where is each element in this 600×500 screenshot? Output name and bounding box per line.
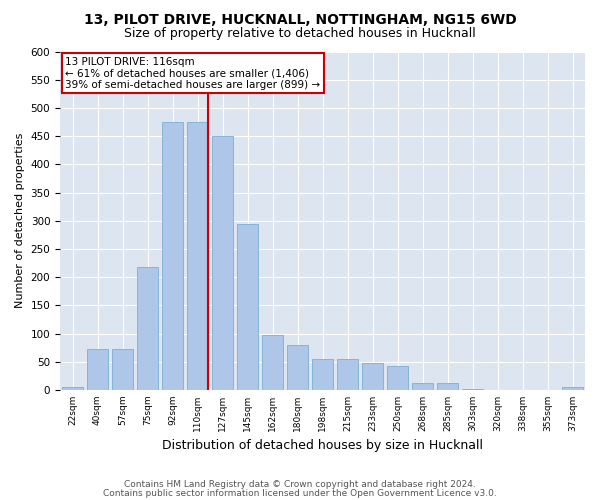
X-axis label: Distribution of detached houses by size in Hucknall: Distribution of detached houses by size …: [162, 440, 483, 452]
Text: 13 PILOT DRIVE: 116sqm
← 61% of detached houses are smaller (1,406)
39% of semi-: 13 PILOT DRIVE: 116sqm ← 61% of detached…: [65, 56, 320, 90]
Text: Size of property relative to detached houses in Hucknall: Size of property relative to detached ho…: [124, 28, 476, 40]
Bar: [212, 136, 233, 390]
Bar: [362, 364, 383, 390]
Bar: [312, 359, 333, 390]
Bar: [387, 366, 408, 390]
Text: Contains public sector information licensed under the Open Government Licence v3: Contains public sector information licen…: [103, 489, 497, 498]
Text: 13, PILOT DRIVE, HUCKNALL, NOTTINGHAM, NG15 6WD: 13, PILOT DRIVE, HUCKNALL, NOTTINGHAM, N…: [83, 12, 517, 26]
Bar: [62, 387, 83, 390]
Bar: [562, 387, 583, 390]
Bar: [137, 267, 158, 390]
Bar: [287, 345, 308, 390]
Bar: [412, 383, 433, 390]
Bar: [437, 383, 458, 390]
Bar: [187, 122, 208, 390]
Bar: [237, 224, 258, 390]
Bar: [462, 389, 483, 390]
Y-axis label: Number of detached properties: Number of detached properties: [15, 133, 25, 308]
Bar: [87, 350, 108, 390]
Bar: [262, 335, 283, 390]
Bar: [337, 359, 358, 390]
Text: Contains HM Land Registry data © Crown copyright and database right 2024.: Contains HM Land Registry data © Crown c…: [124, 480, 476, 489]
Bar: [162, 122, 183, 390]
Bar: [112, 350, 133, 390]
